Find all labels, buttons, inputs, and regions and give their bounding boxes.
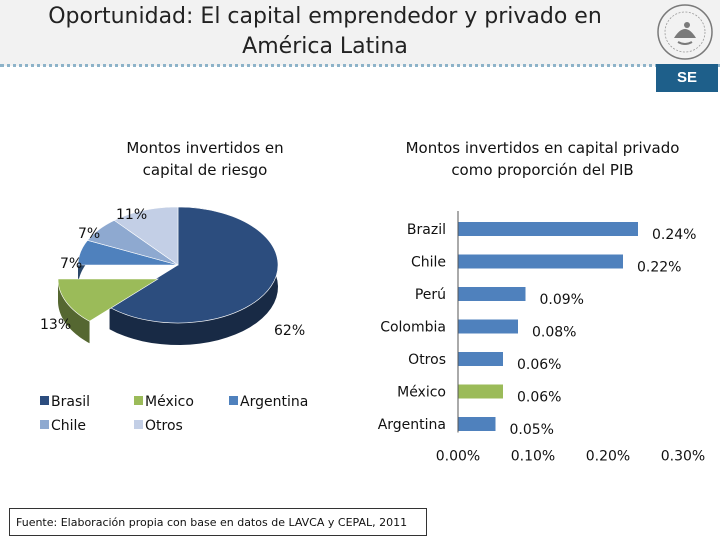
pie-side-mexico: [58, 279, 90, 344]
bar-colombia: [458, 319, 518, 334]
eagle-seal-icon: [657, 4, 713, 60]
bar-value-otros: 0.06%: [517, 357, 561, 373]
bar-category-otros: Otros: [408, 352, 446, 368]
legend-swatch-argentina: [229, 396, 238, 405]
pie-slice-group-mexico: [57, 278, 160, 322]
legend-label-chile: Chile: [51, 418, 87, 434]
bar-category-argentina: Argentina: [378, 417, 446, 433]
source-note: Fuente: Elaboración propia con base en d…: [9, 508, 427, 536]
coat-of-arms-logo: [654, 2, 716, 62]
pie-subtitle: Montos invertidos en capital de riesgo: [100, 137, 310, 181]
bar-category-brazil: Brazil: [407, 222, 446, 238]
pie-slice-group-otros: [113, 206, 179, 266]
pie-wall-mexico: [58, 279, 90, 344]
bar-x-tick-0: 0.00%: [436, 449, 480, 465]
bar-x-tick-1: 0.10%: [511, 449, 555, 465]
pie-label-mexico: 13%: [40, 317, 72, 333]
legend-swatch-chile: [40, 420, 49, 429]
bar-category-peru: Perú: [415, 287, 446, 303]
dotted-divider: [0, 64, 720, 67]
bar-x-tick-3: 0.30%: [661, 449, 705, 465]
legend-item-mexico: México: [134, 394, 194, 410]
bar-mexico: [458, 384, 503, 399]
bar-value-mexico: 0.06%: [517, 390, 561, 406]
bar-otros: [458, 352, 503, 366]
legend-item-brasil: Brasil: [40, 394, 90, 410]
pie-slice-group-brasil: [108, 206, 279, 324]
bar-category-colombia: Colombia: [380, 320, 446, 336]
pie-label-otros: 11%: [116, 207, 148, 223]
title-line-1: Oportunidad: El capital emprendedor y pr…: [48, 4, 602, 29]
pie-slice-otros: [113, 206, 179, 266]
se-badge: SE: [656, 64, 718, 92]
bar-argentina: [458, 417, 496, 431]
legend-label-brasil: Brasil: [51, 394, 91, 410]
legend-label-otros: Otros: [145, 418, 183, 434]
pie-slice-brasil: [108, 206, 279, 324]
pie-subtitle-line-1: Montos invertidos en: [126, 139, 284, 157]
bar-brazil: [458, 222, 638, 236]
pie-subtitle-line-2: capital de riesgo: [142, 161, 268, 179]
bar-value-peru: 0.09%: [540, 292, 584, 308]
bar-chile: [458, 254, 623, 269]
bars-subtitle-line-1: Montos invertidos en capital privado: [405, 139, 680, 157]
bar-value-colombia: 0.08%: [532, 325, 576, 341]
bar-peru: [458, 287, 526, 301]
page-title: Oportunidad: El capital emprendedor y pr…: [0, 2, 650, 62]
pie-side-brasil: [109, 207, 278, 345]
pie-label-brasil: 62%: [274, 323, 306, 339]
bar-value-chile: 0.22%: [637, 260, 681, 276]
title-line-2: América Latina: [242, 34, 408, 59]
bar-category-chile: Chile: [411, 255, 446, 271]
bar-x-tick-2: 0.20%: [586, 449, 630, 465]
bar-value-argentina: 0.05%: [510, 422, 554, 438]
legend-label-mexico: México: [145, 394, 194, 410]
legend-item-chile: Chile: [40, 418, 86, 434]
bars-subtitle-line-2: como proporción del PIB: [451, 161, 634, 179]
bar-value-brazil: 0.24%: [652, 227, 696, 243]
legend-swatch-brasil: [40, 396, 49, 405]
legend-item-argentina: Argentina: [229, 394, 308, 410]
pie-label-chile: 7%: [78, 226, 101, 242]
pie-slices: [57, 206, 279, 324]
legend-swatch-mexico: [134, 396, 143, 405]
legend-swatch-otros: [134, 420, 143, 429]
pie-slice-mexico: [57, 278, 160, 322]
bar-category-mexico: México: [397, 385, 446, 401]
bars-subtitle: Montos invertidos en capital privado com…: [365, 137, 720, 181]
legend-label-argentina: Argentina: [240, 394, 309, 410]
bar-chart: Brazil 0.24% Chile 0.22% Perú 0.09% Colombia 0.…: [378, 211, 705, 465]
header-band: [0, 0, 720, 66]
pie-wall-brasil: [109, 207, 278, 345]
legend-item-otros: Otros: [134, 418, 183, 434]
pie-label-argentina: 7%: [60, 256, 83, 272]
pie-chart: [57, 206, 279, 345]
